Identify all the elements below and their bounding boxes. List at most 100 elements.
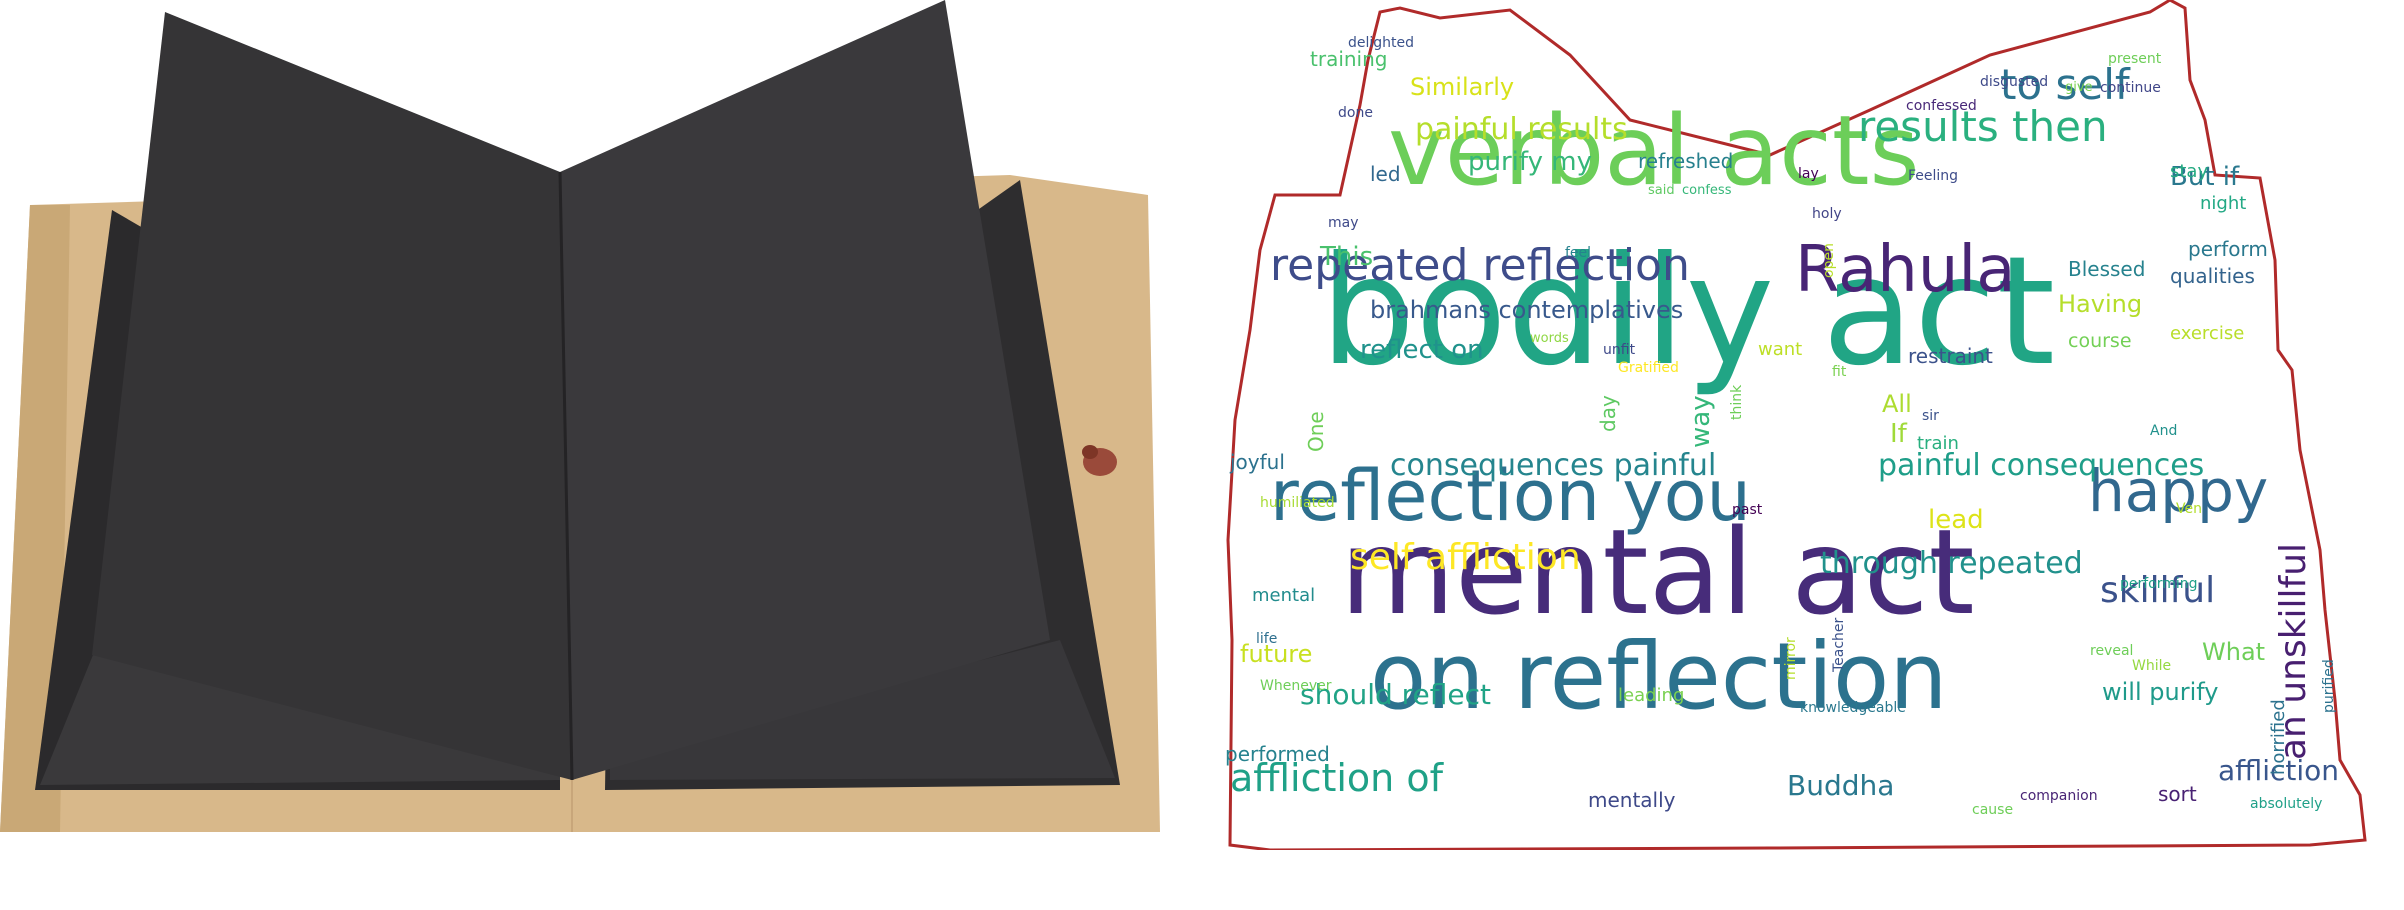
cloud-word: feel [1565, 244, 1592, 261]
cloud-word: Buddha [1787, 769, 1895, 803]
cloud-word: day [1596, 395, 1620, 432]
cloud-word: should reflect [1300, 678, 1492, 712]
cloud-word: give [2065, 80, 2093, 96]
front-page-left [92, 12, 572, 780]
cloud-word: present [2108, 50, 2162, 67]
cloud-word: Teacher [1831, 617, 1847, 672]
cloud-word: skillful [2100, 570, 2216, 612]
cloud-word: affliction [2218, 754, 2340, 788]
cloud-word: restraint [1908, 343, 1993, 368]
binding-cord-knot [1082, 445, 1098, 459]
cloud-word: self affliction [1350, 537, 1581, 579]
cloud-word: painful consequences [1878, 448, 2205, 484]
cloud-word: stay [2170, 161, 2209, 183]
cloud-word: If [1890, 418, 1907, 449]
cloud-word: exercise [2170, 323, 2245, 345]
cloud-word: want [1758, 339, 1803, 361]
cloud-word: Feeling [1908, 167, 1959, 184]
cloud-word: will purify [2102, 678, 2219, 707]
cloud-word: training [1310, 46, 1388, 71]
cloud-word: open [1821, 243, 1837, 278]
cloud-word: sir [1922, 407, 1939, 424]
cloud-word: painful results [1415, 112, 1628, 148]
cloud-word: performed [1225, 741, 1330, 766]
cloud-word: mentally [1588, 787, 1676, 812]
cloud-word: mental act [1340, 503, 1975, 642]
cloud-word: train [1917, 433, 1959, 455]
cloud-word: perform [2188, 236, 2268, 261]
cloud-word: confess [1682, 183, 1732, 199]
cloud-word: One [1304, 411, 1328, 452]
cloud-word: purified [2321, 659, 2337, 713]
cloud-word: future [1240, 640, 1313, 669]
cloud-word: reveal [2090, 642, 2134, 659]
cloud-word: companion [2020, 787, 2098, 804]
cloud-word: lay [1798, 165, 1819, 182]
cloud-word: performing [2120, 575, 2198, 592]
cloud-word: led [1370, 161, 1401, 186]
cloud-word: said [1648, 183, 1675, 199]
cloud-word: Having [2058, 290, 2143, 319]
cloud-word: delighted [1348, 34, 1415, 51]
cloud-word: And [2150, 422, 2178, 439]
cloud-word: horrified [2268, 699, 2289, 775]
cloud-word: leading [1618, 685, 1685, 707]
cloud-word: unfit [1603, 341, 1636, 358]
cloud-word: Blessed [2068, 256, 2146, 281]
cloud-word: on reflection [1370, 622, 1948, 730]
cloud-word: course [2068, 330, 2132, 353]
cloud-word: through repeated [1820, 546, 2083, 582]
cloud-word: confessed [1906, 97, 1977, 114]
cloud-word: brahmans contemplatives [1370, 296, 1684, 325]
cloud-word: happy [2088, 457, 2269, 526]
front-page-right [560, 0, 1050, 780]
cloud-word: lead [1928, 504, 1984, 535]
page-edge-left-lower [40, 650, 560, 785]
cloud-word: Gratified [1618, 359, 1679, 376]
cloud-word: Similarly [1410, 73, 1515, 102]
cloud-word: continue [2100, 79, 2161, 96]
cloud-word: While [2132, 657, 2172, 674]
cloud-word: results then [1858, 101, 2108, 151]
spine-fold [558, 171, 574, 781]
cloud-word: mental [1252, 585, 1316, 607]
cloud-word: sort [2158, 781, 2197, 806]
cloud-word: consequences painful [1390, 448, 1717, 484]
cloud-word: words [1530, 331, 1569, 347]
cloud-word: qualities [2170, 263, 2255, 288]
cloud-word: past [1732, 501, 1763, 518]
cloud-word: cause [1972, 801, 2014, 818]
cloud-word: bodily act [1320, 225, 2056, 399]
cloud-word: But if [2170, 161, 2240, 192]
cloud-word: repeated reflection [1270, 239, 1690, 291]
cloud-word: to self [2000, 59, 2130, 109]
cloud-word: knowledgeable [1800, 699, 1906, 716]
cloud-word: reflect on [1360, 334, 1484, 365]
cloud-word: night [2200, 193, 2247, 215]
cloud-word: All [1882, 390, 1912, 419]
cloud-word: Rahula [1795, 232, 2016, 307]
word-cloud-words: bodily act mental act verbal acts on reflec… [1210, 0, 2404, 850]
cloud-word: purify my [1468, 146, 1592, 177]
album-photo [0, 0, 1160, 835]
cloud-word: This [1320, 241, 1374, 272]
cloud-word: Whenever [1260, 677, 1332, 694]
cloud-word: refreshed [1638, 148, 1734, 173]
cloud-word: What [2202, 638, 2266, 667]
cloud-mask-outline [1226, 0, 2367, 850]
album-illustration [0, 0, 1160, 832]
cloud-word: life [1256, 630, 1278, 647]
cloud-word: mirror [1783, 637, 1799, 680]
cloud-word: way [1686, 395, 1716, 448]
cloud-word: joyful [1230, 449, 1285, 474]
cloud-word: disgusted [1980, 73, 2049, 90]
cloud-word: Ven [2176, 500, 2202, 517]
word-cloud: bodily act mental act verbal acts on reflec… [1210, 0, 2404, 850]
cloud-word: may [1328, 214, 1359, 231]
cloud-word: done [1338, 104, 1373, 121]
cloud-word: think [1729, 384, 1745, 420]
cloud-word: absolutely [2250, 795, 2323, 812]
cloud-word: fit [1832, 363, 1847, 380]
cloud-word: reflection you [1270, 454, 1751, 537]
cloud-word: humiliated [1260, 494, 1335, 511]
